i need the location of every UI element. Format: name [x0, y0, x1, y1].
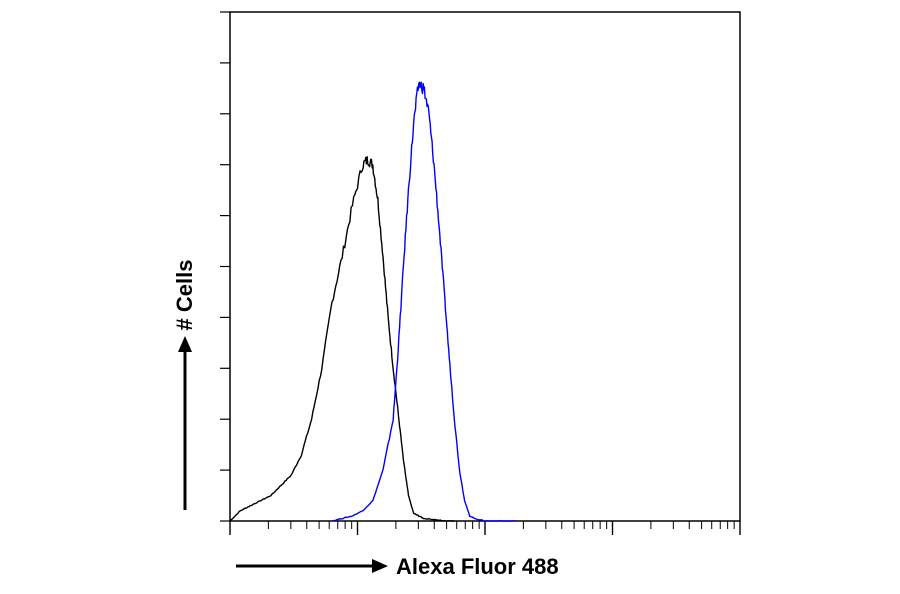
- histogram-series-blue: [331, 81, 516, 522]
- histogram-series-black: [229, 156, 455, 522]
- series-layer: [229, 81, 516, 522]
- y-axis-arrow: [178, 336, 192, 510]
- x-axis-arrow: [236, 559, 388, 573]
- x-axis-label: Alexa Fluor 488: [396, 554, 559, 579]
- x-axis-ticks: [229, 521, 741, 535]
- plot-area: [220, 11, 741, 535]
- y-axis-ticks: [220, 11, 230, 522]
- y-axis-label: # Cells: [172, 260, 197, 331]
- plot-frame: [229, 11, 741, 522]
